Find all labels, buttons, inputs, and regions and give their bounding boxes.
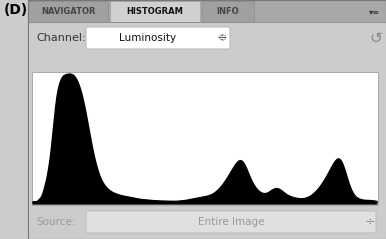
Text: INFO: INFO: [217, 7, 239, 16]
Text: ÷: ÷: [365, 216, 375, 228]
FancyBboxPatch shape: [86, 211, 376, 233]
Text: Entire Image: Entire Image: [198, 217, 264, 227]
Bar: [202, 1, 254, 22]
Text: ↺: ↺: [370, 31, 383, 45]
Text: (D): (D): [4, 3, 28, 17]
Text: ÷: ÷: [217, 32, 227, 44]
Text: Source:: Source:: [36, 217, 76, 227]
Text: Luminosity: Luminosity: [119, 33, 176, 43]
Text: ▾≡: ▾≡: [369, 7, 380, 16]
Text: HISTOGRAM: HISTOGRAM: [127, 7, 183, 16]
Text: ⬡: ⬡: [218, 33, 226, 43]
Bar: [32, 72, 378, 205]
Bar: [28, 0, 386, 22]
Text: Channel:: Channel:: [36, 33, 86, 43]
Polygon shape: [33, 74, 377, 204]
Bar: [110, 1, 200, 22]
Text: NAVIGATOR: NAVIGATOR: [41, 7, 95, 16]
Bar: [28, 1, 108, 22]
FancyBboxPatch shape: [86, 27, 230, 49]
